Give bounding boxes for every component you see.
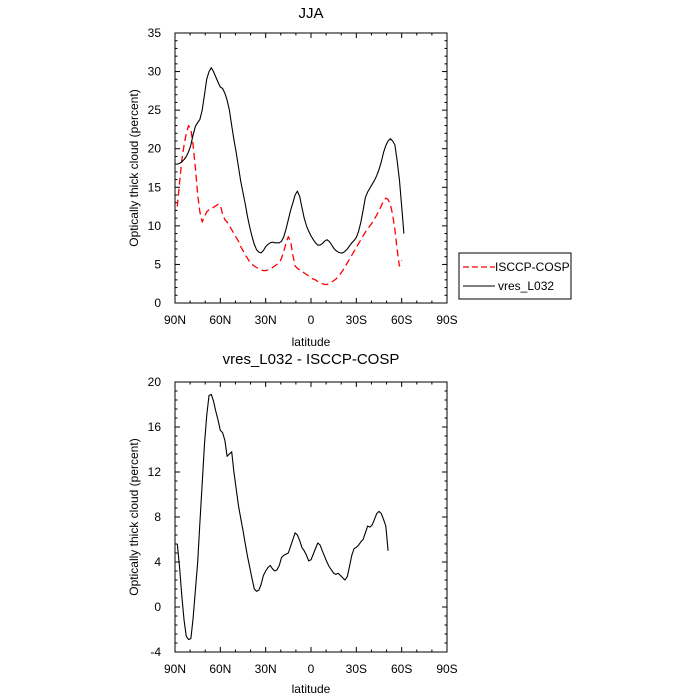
- x-tick-label: 30S: [346, 662, 367, 676]
- x-tick-label: 90N: [164, 313, 186, 327]
- series-line-isccp-cosp: [176, 124, 403, 286]
- x-tick-label: 30N: [255, 313, 277, 327]
- chart-panel-bottom: vres_L032 - ISCCP-COSP Optically thick c…: [127, 351, 458, 696]
- y-tick-label: 20: [148, 142, 162, 156]
- x-axis-label: latitude: [292, 682, 331, 696]
- x-tick-label: 90S: [436, 313, 457, 327]
- y-tick-label: 25: [148, 103, 162, 117]
- y-axis-label: Optically thick cloud (percent): [127, 438, 141, 595]
- plot-frame: [174, 32, 448, 304]
- y-tick-label: 10: [148, 219, 162, 233]
- x-tick-label: 0: [308, 313, 315, 327]
- y-tick-label: 5: [154, 257, 161, 271]
- legend-label-isccp-cosp: ISCCP-COSP: [495, 260, 570, 274]
- series-line-difference: [176, 393, 389, 641]
- y-tick-label: 12: [148, 465, 162, 479]
- legend: ISCCP-COSP vres_L032: [458, 252, 572, 300]
- x-tick-label: 30N: [255, 662, 277, 676]
- series-lines: [176, 67, 405, 286]
- legend-label-vres-l032: vres_L032: [498, 279, 554, 293]
- y-tick-label: 20: [148, 375, 162, 389]
- x-tick-label: 0: [308, 662, 315, 676]
- x-tick-label: 60S: [391, 313, 412, 327]
- plot-frame: [174, 381, 448, 653]
- x-tick-label: 60S: [391, 662, 412, 676]
- series-lines: [176, 393, 389, 641]
- y-tick-label: 30: [148, 65, 162, 79]
- x-tick-label: 90N: [164, 662, 186, 676]
- y-tick-label: 35: [148, 26, 162, 40]
- x-tick-label: 90S: [436, 662, 457, 676]
- axis-ticks: 90N 60N 30N 0 30S 60S 90S -4 0 4 8 12 16 20: [148, 375, 458, 676]
- y-tick-label: -4: [150, 645, 161, 659]
- chart-panel-top: JJA Optically thick cloud (percent) lati…: [127, 5, 572, 349]
- legend-box: [458, 252, 572, 300]
- x-tick-label: 60N: [209, 662, 231, 676]
- x-tick-label: 30S: [346, 313, 367, 327]
- y-tick-label: 0: [154, 296, 161, 310]
- chart-title: vres_L032 - ISCCP-COSP: [223, 351, 400, 368]
- series-line-vres-l032: [177, 67, 405, 254]
- y-tick-label: 4: [154, 555, 161, 569]
- x-tick-label: 60N: [209, 313, 231, 327]
- chart-title: JJA: [298, 5, 323, 22]
- y-tick-label: 8: [154, 510, 161, 524]
- y-tick-label: 16: [148, 420, 162, 434]
- y-tick-label: 0: [154, 600, 161, 614]
- axis-ticks: 90N 60N 30N 0 30S 60S 90S 0 5 10 15 20 25 30 35: [148, 26, 458, 327]
- x-axis-label: latitude: [292, 335, 331, 349]
- y-tick-label: 15: [148, 180, 162, 194]
- y-axis-label: Optically thick cloud (percent): [127, 89, 141, 246]
